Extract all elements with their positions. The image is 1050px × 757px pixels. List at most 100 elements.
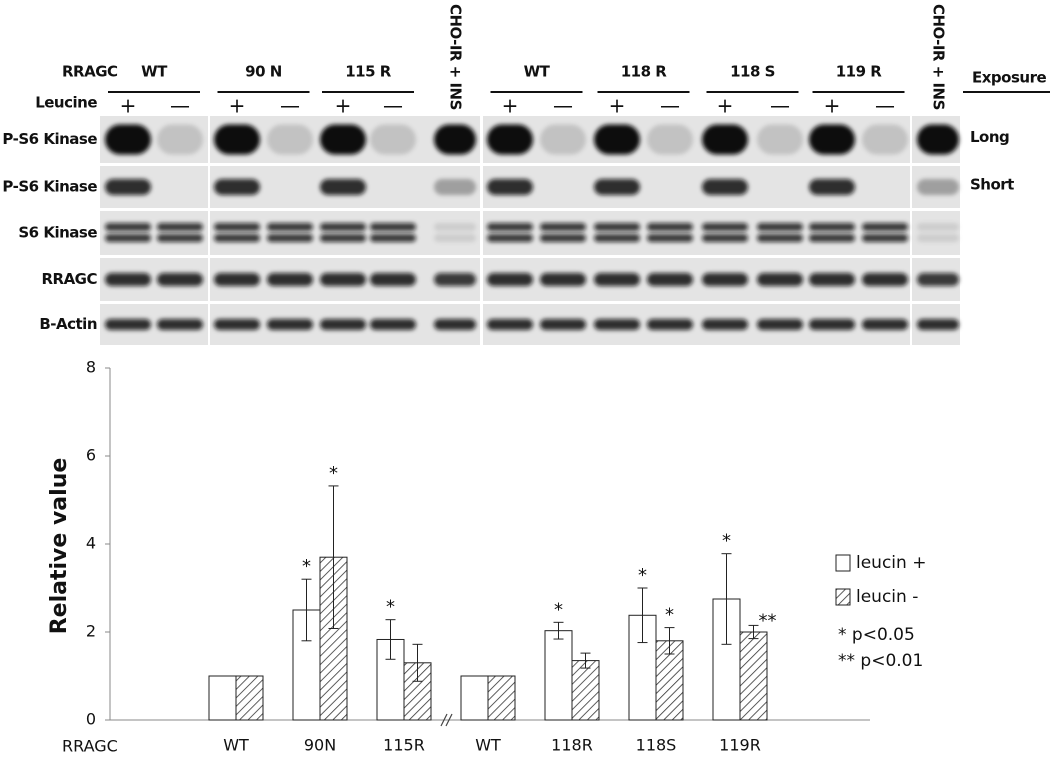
band [702,124,748,155]
group-label: 90 N [245,63,282,81]
band [809,223,855,231]
band [487,223,533,231]
band [757,273,803,286]
band [370,223,416,231]
band [757,124,803,155]
legend-swatch [835,588,851,606]
row-label: P-S6 Kinase [2,178,97,196]
band [370,124,416,155]
note: * p<0.05 [838,625,915,645]
band [214,124,260,155]
significance-mark: * [302,556,311,577]
bar [235,675,264,721]
band [917,223,959,231]
group-label: CHO-IR + INS [930,4,948,110]
band [320,319,366,330]
band [434,273,476,286]
band [157,124,203,155]
bar [487,675,516,721]
band [267,124,313,155]
y-tick-label: 2 [86,622,96,641]
band [487,319,533,330]
band [917,124,959,155]
group-label: WT [141,63,168,81]
exposure-level: Short [970,176,1014,194]
group-label: 118 S [730,63,775,81]
x-tick-label: 118R [551,736,593,755]
band [320,223,366,231]
band [702,179,748,195]
band [862,319,908,330]
band [214,234,260,242]
rragc-label: RRAGC [62,63,118,81]
significance-mark: * [386,597,395,618]
band [809,273,855,286]
significance-mark: * [665,605,674,626]
band [594,124,640,155]
y-axis-title: Relative value [47,458,72,635]
band [540,124,586,155]
band [862,124,908,155]
band [214,223,260,231]
band [594,223,640,231]
band [757,319,803,330]
band [702,319,748,330]
band [320,179,366,195]
x-tick-label: 90N [304,736,336,755]
band [320,273,366,286]
leucine-sign: — [170,94,190,118]
band [214,273,260,286]
band [702,273,748,286]
group-label: CHO-IR + INS [447,4,465,110]
band [757,234,803,242]
band [540,223,586,231]
leucine-sign: — [770,94,790,118]
group-label: WT [524,63,551,81]
band [862,234,908,242]
axis-break [440,713,453,727]
band [157,319,203,330]
significance-mark: * [638,565,647,586]
band [917,179,959,195]
band [105,273,151,286]
legend-label: leucin + [856,553,926,573]
band [434,179,476,195]
group-label: 115 R [345,63,392,81]
band [487,179,533,195]
band [320,234,366,242]
band [214,319,260,330]
band [809,179,855,195]
row-label: B-Actin [39,315,97,333]
leucine-sign: + [609,94,626,118]
leucine-sign: — [383,94,403,118]
band [487,273,533,286]
band [370,273,416,286]
band [917,273,959,286]
x-tick-label: WT [475,736,501,755]
band [647,319,693,330]
band [862,223,908,231]
band [434,124,476,155]
y-tick-label: 4 [86,534,96,553]
bar [208,675,237,721]
significance-mark: * [554,599,563,620]
band [105,124,151,155]
row-label: S6 Kinase [18,224,97,242]
leucine-sign: + [229,94,246,118]
exposure-level: Long [970,128,1009,146]
x-tick-label: 115R [383,736,425,755]
blot-bands [105,124,959,330]
group-label: 118 R [621,63,668,81]
y-tick-label: 8 [86,358,96,377]
significance-mark: * [329,463,338,484]
band [647,124,693,155]
band [594,273,640,286]
band [647,223,693,231]
leucine-sign: + [335,94,352,118]
significance-mark: * [722,531,731,552]
band [917,234,959,242]
band [647,273,693,286]
x-tick-label: WT [223,736,249,755]
band [487,124,533,155]
